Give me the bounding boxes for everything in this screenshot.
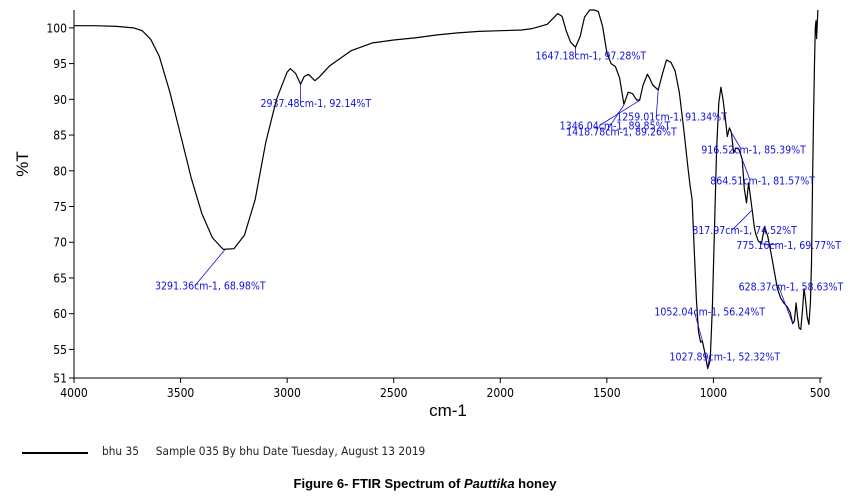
x-tick-label: 1000: [700, 386, 728, 400]
annotation-leader-line: [655, 89, 659, 117]
peak-annotation-label: 916.52cm-1, 85.39%T: [701, 144, 806, 156]
legend-swatch-line: [22, 452, 88, 454]
y-ticks: 100 95 90 85 80 75 70 65 60 55 51: [46, 21, 74, 386]
x-tick-label: 2500: [380, 386, 408, 400]
annotation-leader-line: [778, 286, 794, 324]
x-tick-label: 2000: [487, 386, 515, 400]
peak-annotation-label: 817.97cm-1, 74.52%T: [692, 225, 797, 237]
annotation-leader-line: [605, 104, 625, 132]
peak-annotation-label: 864.51cm-1, 81.57%T: [710, 176, 815, 188]
x-axis-title: cm-1: [429, 401, 467, 420]
annotation-leader-line: [707, 356, 710, 369]
annotation-leader-line: [731, 209, 753, 231]
x-tick-label: 500: [810, 386, 831, 400]
annotation-leader-line: [693, 311, 703, 341]
legend: bhu 35 Sample 035 By bhu Date Tuesday, A…: [0, 443, 850, 461]
x-ticks: 4000 3500 3000 2500 2000 1500 1000 500: [60, 378, 830, 400]
ftir-spectrum-chart: 100 95 90 85 80 75 70 65 60 55 51 4000 3500 3000 2500…: [13, 9, 844, 420]
y-axis-title: %T: [13, 151, 32, 177]
y-tick-label: 70: [53, 236, 67, 250]
y-tick-label: 55: [53, 343, 67, 357]
peak-annotation-label: 1346.04cm-1, 89.85%T: [560, 120, 671, 132]
y-tick-label: 100: [46, 21, 67, 35]
caption-suffix: honey: [514, 476, 557, 491]
series-line-bhu-35: [74, 9, 819, 370]
caption-prefix: Figure 6- FTIR Spectrum of: [293, 476, 464, 491]
y-tick-label: 95: [53, 57, 67, 71]
peak-annotation-label: 628.37cm-1, 58.63%T: [739, 281, 844, 293]
peak-annotation-label: 1418.78cm-1, 89.26%T: [566, 127, 677, 139]
plot-axes: [73, 10, 822, 379]
y-tick-label: 65: [53, 271, 67, 285]
peak-annotation-label: 1027.89cm-1, 52.32%T: [669, 352, 780, 364]
y-tick-label: 85: [53, 129, 67, 143]
legend-text: bhu 35 Sample 035 By bhu Date Tuesday, A…: [102, 444, 426, 458]
x-tick-label: 3500: [167, 386, 195, 400]
annotation-leader-line: [194, 249, 226, 286]
x-tick-label: 1500: [593, 386, 621, 400]
peak-annotation-label: 1052.04cm-1, 56.24%T: [654, 307, 765, 319]
annotation-leader-line: [730, 132, 742, 150]
peak-annotation-label: 2937.48cm-1, 92.14%T: [260, 98, 371, 110]
y-tick-label: 60: [53, 307, 67, 321]
y-tick-label: 51: [53, 372, 67, 386]
annotation-leader-line: [599, 100, 640, 126]
peak-annotations: 3291.36cm-1, 68.98%T 2937.48cm-1, 92.14%T…: [155, 47, 844, 369]
x-tick-label: 3000: [273, 386, 301, 400]
peak-annotation-label: 3291.36cm-1, 68.98%T: [155, 281, 266, 293]
y-tick-label: 80: [53, 164, 67, 178]
annotation-leader-line: [761, 243, 777, 246]
peak-annotation-label: 1647.18cm-1, 97.28%T: [535, 50, 646, 62]
caption-italic: Pauttika: [463, 476, 515, 491]
figure-caption: Figure 6- FTIR Spectrum of Pauttika hone…: [0, 476, 850, 491]
y-tick-label: 90: [53, 93, 67, 107]
annotation-leader-line: [741, 159, 751, 181]
y-tick-label: 75: [53, 200, 67, 214]
peak-annotation-label: 775.16cm-1, 69.77%T: [736, 240, 841, 252]
peak-annotation-label: 1259.01cm-1, 91.34%T: [616, 112, 727, 124]
x-tick-label: 4000: [60, 386, 88, 400]
